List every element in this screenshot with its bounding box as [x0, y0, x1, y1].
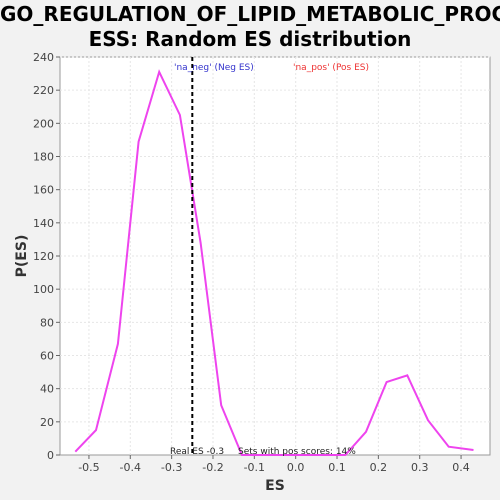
series-line [74, 69, 474, 456]
y-tick-label: 0 [47, 449, 54, 462]
series-group [74, 69, 474, 456]
x-axis-label: ES [265, 478, 285, 494]
x-tick-label: 0.1 [328, 461, 346, 474]
y-tick-label: 200 [33, 117, 54, 130]
x-tick-label: -0.3 [161, 461, 182, 474]
x-axis-ticks: -0.5 -0.4 -0.3 -0.2 -0.1 0.0 0.1 0.2 0.3 0.4 [78, 455, 470, 474]
y-tick-label: 80 [40, 316, 54, 329]
y-axis-ticks: 0 20 40 60 80 100 120 140 160 180 200 220 240 [33, 51, 60, 462]
y-tick-label: 20 [40, 416, 54, 429]
y-tick-label: 240 [33, 51, 54, 64]
x-tick-label: -0.2 [202, 461, 223, 474]
y-tick-label: 120 [33, 250, 54, 263]
legend-pos: 'na_pos' (Pos ES) [293, 63, 369, 73]
x-tick-label: 0.3 [411, 461, 429, 474]
y-tick-label: 60 [40, 350, 54, 363]
y-tick-label: 40 [40, 383, 54, 396]
y-tick-label: 140 [33, 217, 54, 230]
x-tick-label: 0.2 [370, 461, 388, 474]
y-tick-label: 160 [33, 184, 54, 197]
y-tick-label: 220 [33, 84, 54, 97]
y-tick-label: 180 [33, 151, 54, 164]
y-axis-label: P(ES) [14, 235, 30, 278]
x-tick-label: -0.5 [78, 461, 99, 474]
chart-title: GO_REGULATION_OF_LIPID_METABOLIC_PROC ES… [0, 2, 500, 51]
y-tick-label: 100 [33, 283, 54, 296]
real-es-annotation: Real ES -0.3 [170, 447, 224, 457]
x-tick-label: -0.1 [244, 461, 265, 474]
x-tick-label: -0.4 [120, 461, 141, 474]
x-tick-label: 0.4 [452, 461, 470, 474]
pos-scores-annotation: Sets with pos scores: 14% [238, 447, 356, 457]
legend-neg: 'na_neg' (Neg ES) [174, 63, 254, 73]
x-tick-label: 0.0 [287, 461, 305, 474]
plot-area [59, 56, 491, 456]
